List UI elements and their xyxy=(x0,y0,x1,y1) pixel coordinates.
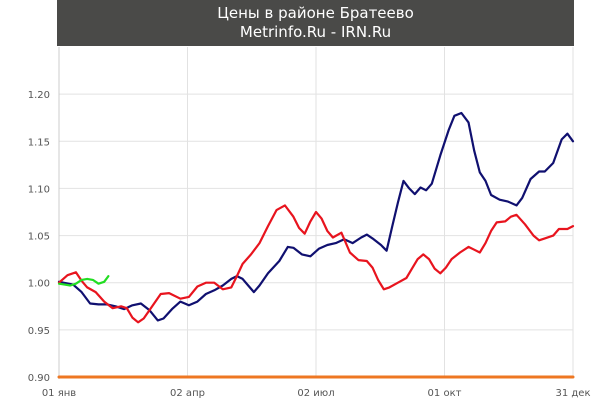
y-tick-label: 1.20 xyxy=(28,90,50,101)
x-tick-label: 01 янв xyxy=(42,388,76,399)
series-line-3 xyxy=(57,275,110,287)
x-tick-label: 01 окт xyxy=(428,388,462,399)
y-tick-label: 1.00 xyxy=(28,279,50,290)
x-tick-label: 02 июл xyxy=(297,388,334,399)
x-tick-label: 31 дек xyxy=(555,388,590,399)
series-line-1 xyxy=(57,111,575,322)
y-tick-label: 0.95 xyxy=(28,326,50,337)
y-tick-label: 1.15 xyxy=(28,137,50,148)
y-tick-label: 0.90 xyxy=(28,373,50,384)
series-group xyxy=(57,111,575,379)
series-line-2 xyxy=(57,204,575,324)
x-tick-label: 02 апр xyxy=(170,388,205,399)
tick-labels: 0.90 0.95 1.00 1.05 1.10 1.15 1.20 01 янв 02 апр… xyxy=(28,90,591,399)
chart-subtitle: Metrinfo.Ru - IRN.Ru xyxy=(239,23,392,41)
y-tick-label: 1.10 xyxy=(28,184,50,195)
chart-title: Цены в районе Братеево xyxy=(217,4,414,22)
chart-title-banner: Цены в районе Братеево Metrinfo.Ru - IRN… xyxy=(57,0,574,46)
y-tick-label: 1.05 xyxy=(28,232,50,243)
